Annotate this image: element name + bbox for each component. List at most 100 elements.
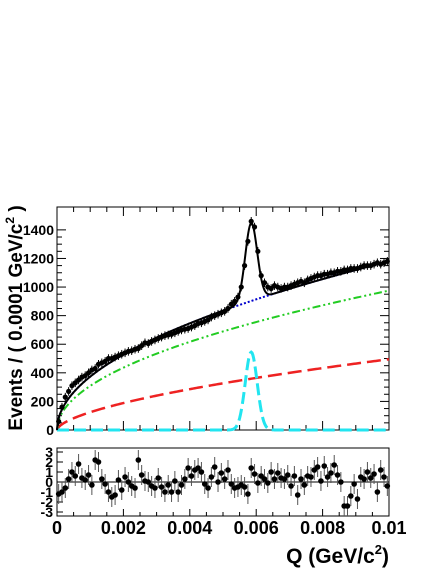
pull-y-tick-label: -2 bbox=[41, 494, 54, 510]
pull-point bbox=[348, 493, 354, 499]
pull-point bbox=[185, 465, 191, 471]
data-point bbox=[248, 218, 254, 224]
pull-point bbox=[274, 470, 281, 476]
pull-point bbox=[172, 478, 178, 484]
pull-point bbox=[294, 492, 301, 498]
pull-point bbox=[328, 470, 334, 476]
pull-point bbox=[59, 489, 65, 495]
pull-point bbox=[125, 479, 132, 485]
pull-point bbox=[122, 474, 128, 480]
pull-point bbox=[298, 476, 304, 482]
y-axis-label-main: Events / ( 0.0001 GeV/c bbox=[6, 223, 27, 430]
pull-y-tick-label: 3 bbox=[45, 444, 53, 460]
pull-point bbox=[175, 489, 181, 495]
pull-point bbox=[301, 482, 308, 488]
pull-point bbox=[115, 477, 122, 483]
x-tick-label: 0 bbox=[52, 518, 62, 538]
pull-point bbox=[162, 489, 168, 495]
pull-point bbox=[82, 477, 89, 483]
pull-point bbox=[105, 489, 112, 495]
pull-point bbox=[245, 491, 251, 497]
pull-point bbox=[198, 469, 205, 475]
pull-y-tick-label: 0 bbox=[45, 474, 53, 490]
pull-y-tick-label: 2 bbox=[45, 454, 53, 470]
pull-point bbox=[65, 476, 72, 482]
y-tick-label: 1000 bbox=[23, 279, 54, 295]
pull-point bbox=[291, 473, 298, 479]
pull-point bbox=[62, 485, 69, 491]
pull-point bbox=[155, 475, 162, 481]
pull-point bbox=[314, 464, 321, 470]
pull-point bbox=[271, 476, 278, 482]
pull-point bbox=[377, 467, 384, 473]
pull-point bbox=[364, 469, 371, 475]
pull-point bbox=[251, 471, 258, 477]
red-background-curve bbox=[55, 357, 390, 431]
pull-point bbox=[69, 469, 75, 475]
pull-point bbox=[201, 481, 208, 487]
main-plot-panel: 0 200 400 600 800 1000 1200 1400 bbox=[23, 206, 390, 438]
pull-point bbox=[118, 487, 125, 493]
signal-peak-curve bbox=[57, 350, 389, 432]
pull-y-tick-label: 1 bbox=[45, 464, 53, 480]
pull-point bbox=[75, 461, 82, 467]
pull-point bbox=[228, 481, 235, 487]
x-tick-label: 0.006 bbox=[234, 518, 279, 538]
main-plot-frame bbox=[56, 206, 390, 431]
pull-point bbox=[99, 476, 105, 482]
pull-point bbox=[112, 492, 118, 498]
pull-point bbox=[195, 465, 201, 471]
pull-point bbox=[261, 476, 268, 482]
y-axis-label-tail: ) bbox=[6, 205, 27, 217]
pull-point bbox=[95, 459, 102, 465]
pull-point bbox=[85, 472, 92, 478]
y-tick-label: 800 bbox=[31, 308, 55, 324]
pull-point bbox=[308, 474, 314, 480]
blue-background-curve bbox=[56, 260, 390, 431]
pull-point bbox=[152, 485, 158, 491]
x-axis-label-main: Q (GeV/c bbox=[286, 545, 375, 568]
data-point bbox=[66, 388, 72, 395]
data-point bbox=[62, 394, 68, 400]
pull-point bbox=[182, 476, 188, 482]
total-fit-curve bbox=[56, 221, 390, 431]
pull-point bbox=[178, 482, 185, 488]
pull-point bbox=[351, 481, 357, 487]
y-tick-label: 1200 bbox=[23, 250, 54, 266]
pull-point bbox=[324, 474, 331, 480]
pull-point bbox=[281, 476, 288, 482]
y-tick-label: 400 bbox=[31, 365, 55, 381]
pull-point bbox=[338, 479, 344, 485]
y-axis-label: Events / ( 0.0001 GeV/c2 ) bbox=[3, 205, 27, 430]
pull-y-tick-label: -3 bbox=[41, 504, 54, 520]
x-axis-label: Q (GeV/c2) bbox=[286, 542, 389, 568]
pull-point bbox=[221, 476, 228, 482]
pull-point bbox=[132, 485, 138, 491]
pull-point bbox=[138, 472, 145, 478]
y-tick-label: 200 bbox=[31, 393, 55, 409]
pull-point bbox=[248, 465, 255, 471]
pull-point bbox=[102, 481, 108, 487]
pull-point bbox=[145, 479, 152, 485]
y-tick-label: 600 bbox=[31, 336, 55, 352]
pull-point bbox=[208, 474, 215, 480]
green-background-curve bbox=[56, 289, 390, 431]
y-tick-label: 1400 bbox=[23, 222, 54, 238]
pull-point bbox=[384, 483, 391, 489]
pull-point bbox=[284, 472, 291, 478]
pull-point bbox=[89, 482, 95, 488]
pull-point bbox=[374, 489, 381, 495]
pull-point bbox=[361, 476, 367, 482]
pull-point bbox=[135, 457, 142, 463]
pull-point bbox=[255, 480, 261, 486]
pull-point bbox=[354, 496, 361, 502]
pull-point bbox=[268, 469, 274, 475]
pull-point bbox=[188, 473, 195, 479]
pull-point bbox=[165, 482, 172, 488]
x-tick-label: 0.002 bbox=[101, 518, 146, 538]
pull-point bbox=[334, 472, 341, 478]
pull-point bbox=[318, 478, 324, 484]
pull-y-tick-label: -1 bbox=[41, 484, 54, 500]
x-axis-label-tail: ) bbox=[382, 545, 389, 568]
